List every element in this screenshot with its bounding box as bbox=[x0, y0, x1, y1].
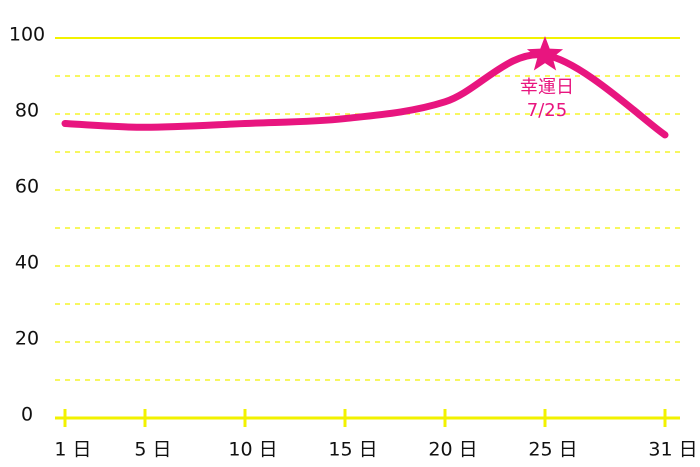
y-tick-label: 60 bbox=[15, 176, 39, 198]
x-tick-label: 25 日 bbox=[528, 439, 577, 461]
line bbox=[61, 51, 669, 139]
x-tick-label: 1 日 bbox=[54, 439, 91, 461]
x-tick-label: 10 日 bbox=[228, 439, 277, 461]
x-tick-label: 31 日 bbox=[648, 439, 697, 461]
y-tick-label: 80 bbox=[15, 100, 39, 122]
annotation-star bbox=[526, 36, 564, 71]
x-tick-label: 5 日 bbox=[134, 439, 171, 461]
y-tick-label: 20 bbox=[15, 328, 39, 350]
y-tick-label: 40 bbox=[15, 252, 39, 274]
x-tick-label: 15 日 bbox=[328, 439, 377, 461]
x-tick-label: 20 日 bbox=[428, 439, 477, 461]
annotation-text: 7/25 bbox=[527, 100, 567, 121]
annotation-text: 幸運日 bbox=[520, 77, 574, 98]
y-tick-label: 0 bbox=[21, 404, 33, 426]
y-tick-label: 100 bbox=[9, 24, 45, 46]
